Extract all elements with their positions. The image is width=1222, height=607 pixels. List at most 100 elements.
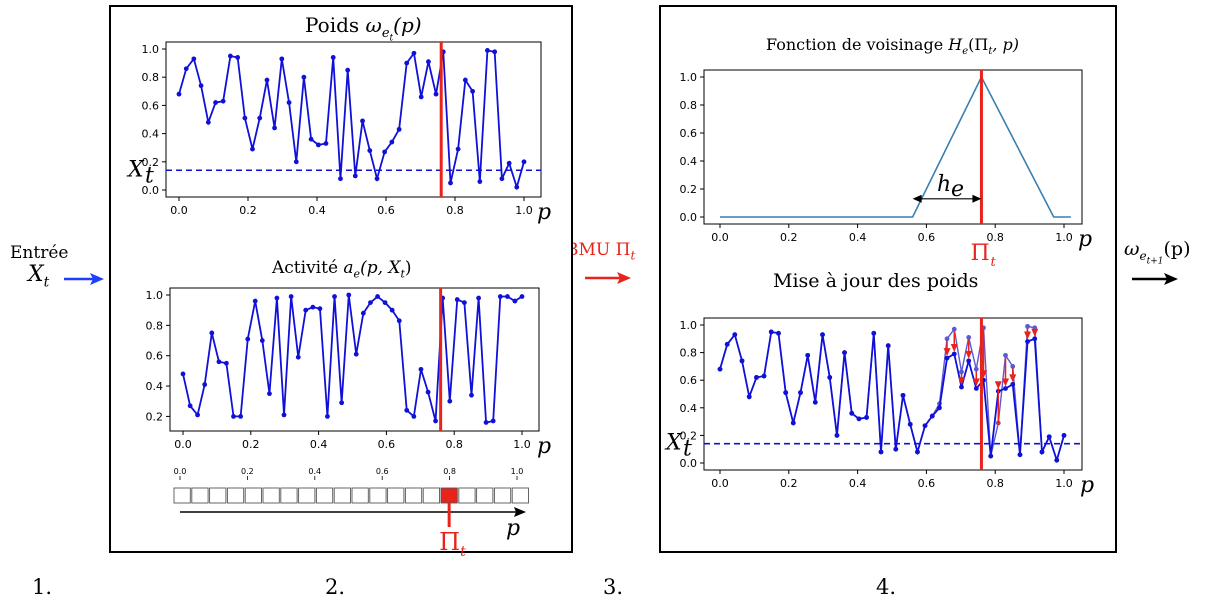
weights-xlabel: p bbox=[537, 200, 551, 225]
activity-data-point bbox=[223, 360, 229, 366]
update-new-data-point bbox=[724, 341, 730, 347]
neigh-xtick-label: 0.2 bbox=[780, 231, 798, 244]
weights-data-point bbox=[183, 66, 189, 72]
grid-cell bbox=[280, 487, 298, 504]
update-change-arrowhead bbox=[1009, 374, 1017, 383]
weights-ytick-label: 0.2 bbox=[142, 156, 160, 169]
grid-tick-label: 0.8 bbox=[443, 467, 456, 476]
weights-data-point bbox=[345, 67, 351, 73]
activity-data-point bbox=[490, 418, 496, 424]
grid-cell bbox=[191, 487, 209, 504]
activity-data-point bbox=[202, 382, 208, 387]
activity-data-point bbox=[245, 336, 251, 342]
update-new-data-point bbox=[973, 386, 979, 391]
weights-xtick-label: 0.4 bbox=[308, 204, 326, 217]
update-new-data-point bbox=[893, 446, 899, 452]
update-new-data-point bbox=[922, 423, 928, 429]
weights-threshold-sub: t bbox=[145, 163, 154, 188]
activity-data-point bbox=[447, 398, 453, 404]
activity-data-point bbox=[418, 366, 424, 372]
activity-data-point bbox=[180, 371, 186, 377]
update-new-data-point bbox=[864, 415, 869, 420]
update-new-data-point bbox=[834, 433, 840, 438]
weights-ytick-label: 0.0 bbox=[142, 184, 160, 197]
grid-bmu-label: Π bbox=[439, 528, 460, 556]
update-new-data-point bbox=[820, 332, 825, 338]
update-xtick-label: 0.0 bbox=[711, 477, 729, 490]
input-label: Entrée bbox=[10, 243, 69, 263]
grid-cell bbox=[351, 487, 369, 504]
update-new-data-point bbox=[812, 399, 818, 405]
weights-data-point bbox=[418, 94, 424, 100]
weights-data-point bbox=[477, 179, 483, 184]
update-new-data-point bbox=[1046, 434, 1052, 440]
weights-xtick-label: 1.0 bbox=[515, 204, 533, 217]
update-new-data-point bbox=[717, 366, 723, 372]
weights-data-point bbox=[470, 88, 475, 94]
activity-data-point bbox=[404, 407, 410, 413]
activity-xtick-label: 0.2 bbox=[242, 438, 260, 451]
weights-xtick-label: 0.2 bbox=[239, 204, 257, 217]
update-new-data-point bbox=[1003, 386, 1008, 391]
grid-cell bbox=[173, 487, 191, 504]
neigh-ytick-label: 0.2 bbox=[680, 183, 698, 196]
update-new-data-point bbox=[988, 453, 994, 459]
update-new-data-point bbox=[1061, 433, 1067, 438]
grid-cell bbox=[315, 487, 334, 504]
step-number-4: 4. bbox=[876, 575, 897, 599]
activity-data-point bbox=[425, 389, 431, 395]
update-new-data-point bbox=[1032, 336, 1038, 342]
update-new-data-point bbox=[878, 449, 884, 455]
update-new-data-point bbox=[754, 375, 759, 380]
update-new-data-point bbox=[966, 358, 972, 364]
weights-threshold-label: X bbox=[126, 157, 145, 182]
update-old-data-point bbox=[944, 336, 950, 342]
activity-data-point bbox=[310, 304, 316, 310]
activity-data-point bbox=[332, 294, 337, 299]
update-new-data-point bbox=[885, 343, 891, 349]
grid-tick-label: 0.0 bbox=[174, 467, 187, 476]
activity-data-point bbox=[519, 294, 525, 299]
weights-data-point bbox=[279, 56, 285, 62]
activity-data-point bbox=[317, 306, 323, 312]
update-new-data-point bbox=[805, 352, 811, 358]
update-new-data-point bbox=[871, 330, 877, 336]
neigh-xlabel: p bbox=[1078, 227, 1092, 252]
update-change-arrowhead bbox=[965, 350, 973, 359]
weights-data-point bbox=[220, 98, 226, 104]
weights-chart-title: Poids ωet(p) bbox=[305, 13, 422, 44]
activity-data-point bbox=[231, 414, 236, 419]
neigh-width-arrowhead-right bbox=[972, 194, 982, 203]
grid-cell bbox=[422, 487, 440, 504]
activity-data-point bbox=[476, 295, 482, 301]
update-new-data-point bbox=[944, 355, 950, 361]
neigh-ytick-label: 0.4 bbox=[680, 155, 698, 168]
weights-data-point bbox=[499, 176, 505, 182]
weights-data-point bbox=[323, 141, 329, 146]
activity-xtick-label: 0.0 bbox=[174, 438, 192, 451]
activity-data-point bbox=[411, 414, 417, 419]
update-change-arrowhead bbox=[1024, 331, 1032, 340]
activity-data-point bbox=[325, 414, 330, 419]
grid-axis-arrowhead bbox=[514, 507, 526, 517]
weights-data-point bbox=[374, 176, 380, 182]
activity-data-point bbox=[360, 310, 366, 316]
activity-ytick-label: 0.2 bbox=[146, 410, 164, 423]
grid-cell bbox=[333, 487, 351, 504]
update-change-arrowhead bbox=[972, 378, 980, 387]
weights-data-point bbox=[242, 115, 248, 121]
neigh-bmu-sub: t bbox=[990, 255, 996, 270]
update-change-arrowhead bbox=[943, 348, 951, 357]
update-ytick-label: 0.2 bbox=[680, 429, 698, 442]
grid-cell bbox=[387, 487, 405, 504]
grid-tick-label: 0.4 bbox=[308, 467, 321, 476]
weights-data-point bbox=[462, 77, 468, 83]
grid-cell bbox=[369, 487, 387, 504]
activity-data-point bbox=[238, 414, 244, 419]
update-xtick-label: 0.6 bbox=[918, 477, 936, 490]
weights-data-point bbox=[330, 55, 336, 60]
activity-chart-title: Activité ae(p, Xt) bbox=[272, 258, 412, 281]
